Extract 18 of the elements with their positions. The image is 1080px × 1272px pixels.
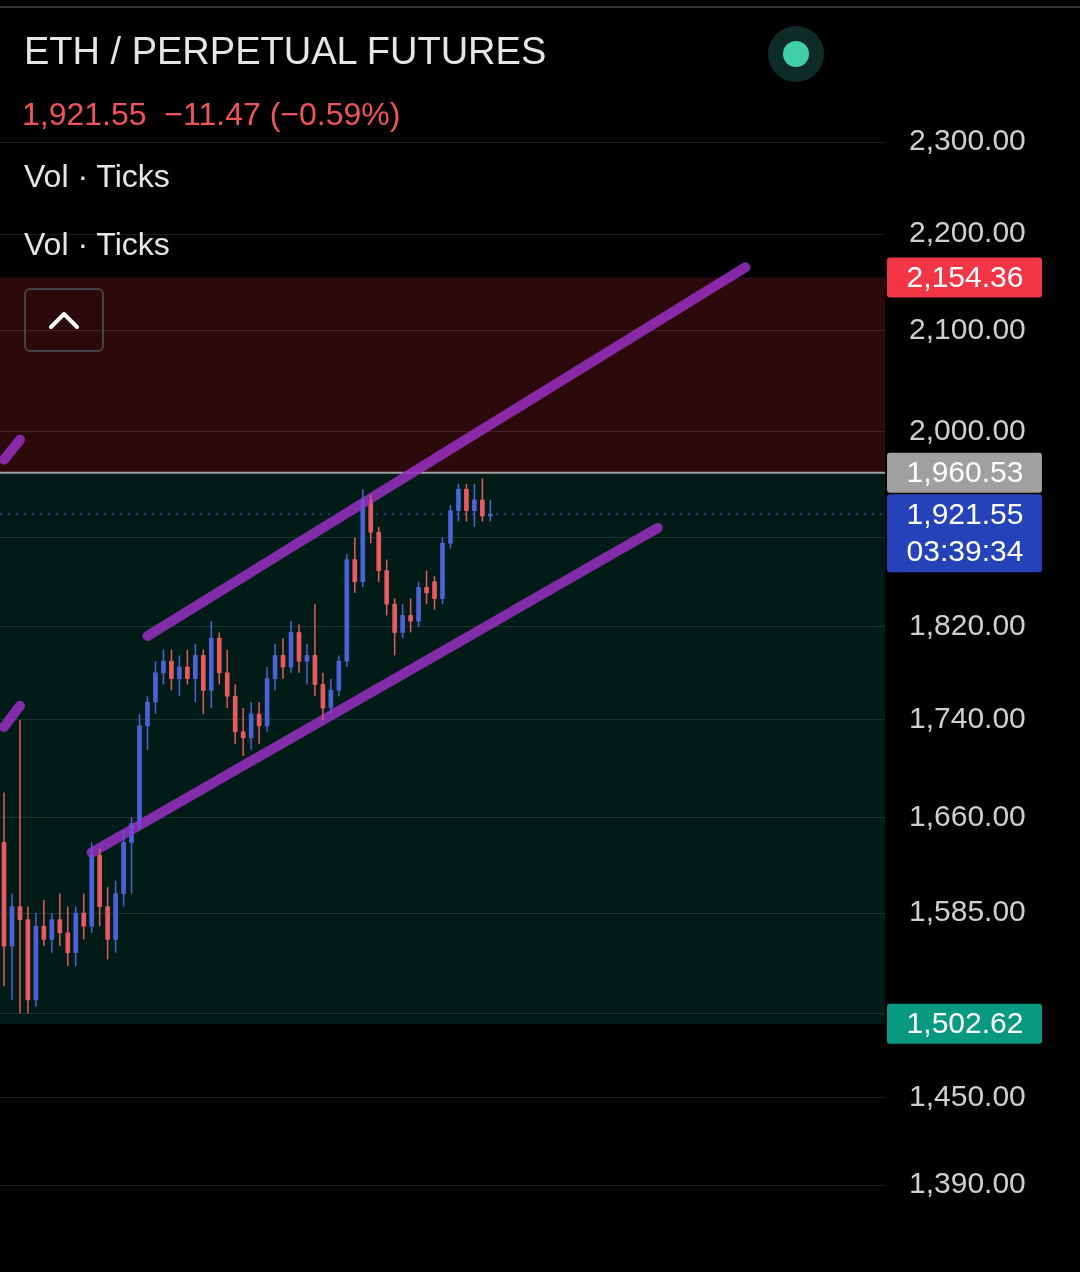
y-tick-label: 1,740.00	[909, 701, 1026, 735]
y-tick-label: 1,820.00	[909, 608, 1026, 642]
y-tick-label: 1,390.00	[909, 1166, 1026, 1200]
y-tick-label: 1,450.00	[909, 1078, 1026, 1112]
ref-line-label: 1,960.53	[906, 455, 1024, 488]
band-label: 2,154.36	[906, 259, 1024, 293]
chart-title: ETH / PERPETUAL FUTURES	[24, 30, 547, 73]
y-tick-label: 2,300.00	[909, 123, 1026, 157]
y-tick-label: 1,585.00	[909, 894, 1026, 928]
y-tick-label: 2,000.00	[909, 412, 1026, 446]
annotation: Vol · Ticks	[24, 158, 170, 195]
annotation: Vol · Ticks	[24, 226, 170, 263]
band-label: 1,502.62	[906, 1005, 1024, 1039]
y-tick-label: 1,660.00	[909, 798, 1026, 832]
y-tick-label: 2,200.00	[909, 215, 1026, 249]
chart-subtitle: 1,921.55 −11.47 (−0.59%)	[22, 96, 401, 133]
y-tick-label: 2,100.00	[909, 311, 1026, 345]
ref-line-label: 1,921.55 03:39:34	[906, 496, 1024, 567]
